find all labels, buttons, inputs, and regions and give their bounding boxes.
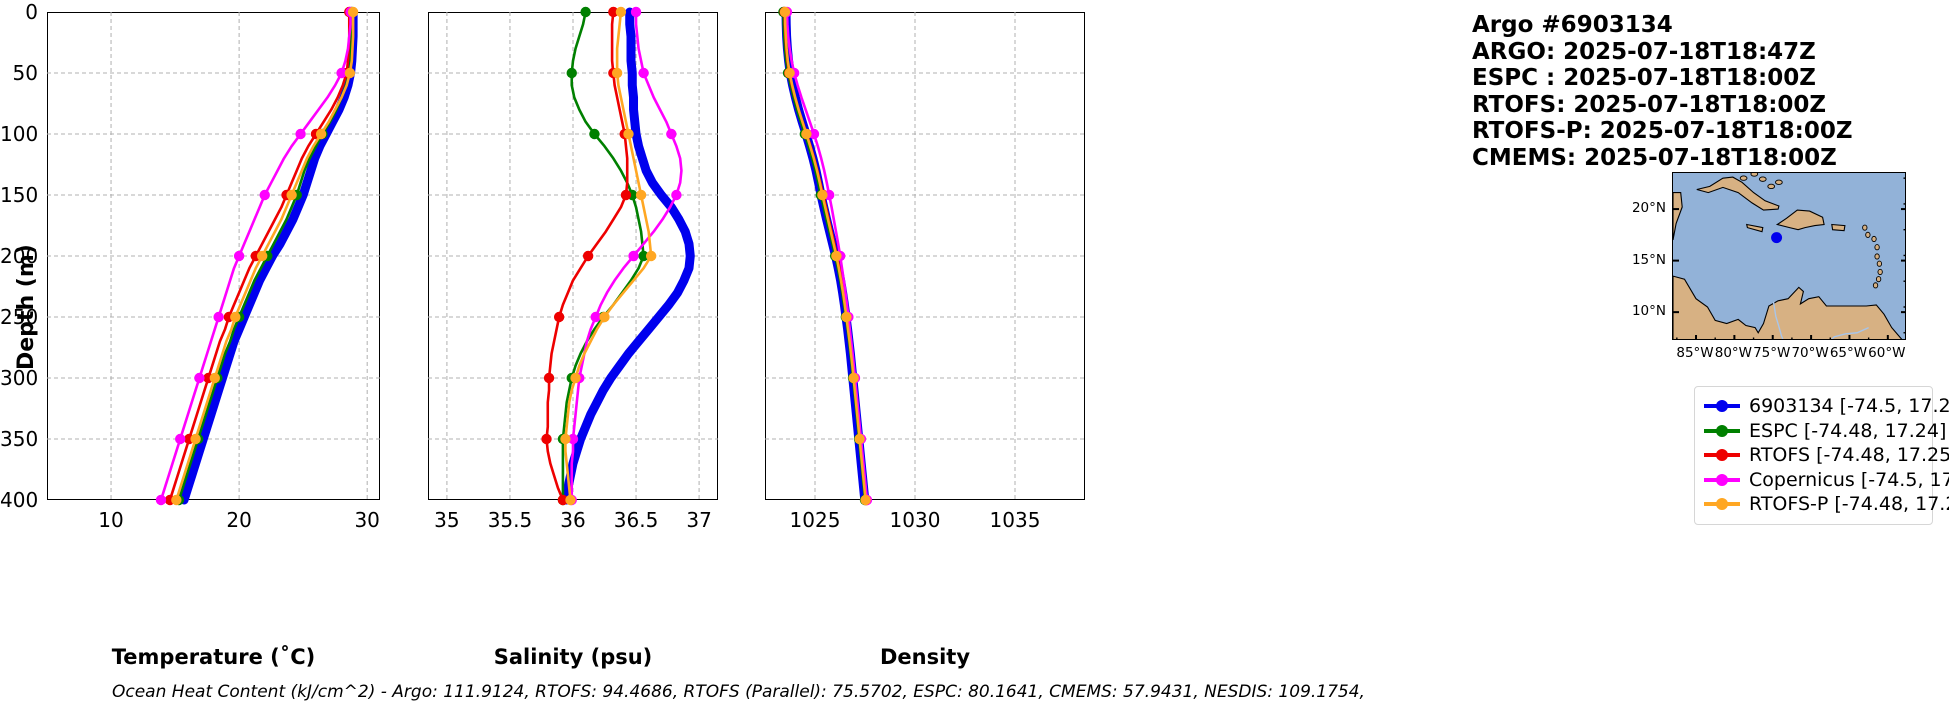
depth-tick-350: 350 bbox=[0, 427, 39, 451]
legend-item-argo[interactable]: 6903134 [-74.5, 17.23] bbox=[1704, 394, 1949, 419]
legend-label-espc: ESPC [-74.48, 17.24] bbox=[1749, 419, 1947, 442]
map-lon-tick-85°W: 85°W bbox=[1676, 345, 1714, 361]
depth-tick-300: 300 bbox=[0, 366, 39, 390]
legend-line-espc bbox=[1704, 424, 1740, 437]
salinity-tick-36p5: 36.5 bbox=[613, 508, 659, 532]
argo-header-line-3: RTOFS: 2025-07-18T18:00Z bbox=[1472, 91, 1827, 118]
legend-label-rtofs_p: RTOFS-P [-74.48, 17.25] bbox=[1749, 493, 1949, 516]
legend-item-rtofs[interactable]: RTOFS [-74.48, 17.25] bbox=[1704, 443, 1949, 468]
legend-item-rtofs_p[interactable]: RTOFS-P [-74.48, 17.25] bbox=[1704, 492, 1949, 517]
depth-tick-400: 400 bbox=[0, 488, 39, 512]
salinity-panel bbox=[428, 12, 718, 500]
argo-header-line-2: ESPC : 2025-07-18T18:00Z bbox=[1472, 65, 1816, 91]
location-map[interactable] bbox=[1672, 172, 1906, 340]
argo-header-line-0: Argo #6903134 bbox=[1472, 12, 1673, 38]
argo-header-line-5: CMEMS: 2025-07-18T18:00Z bbox=[1472, 144, 1837, 171]
map-lat-tick-20°N: 20°N bbox=[1631, 200, 1666, 217]
map-lon-tick-65°W: 65°W bbox=[1829, 345, 1868, 361]
depth-axis-label: Depth (m) bbox=[14, 244, 39, 370]
map-lon-tick-75°W: 75°W bbox=[1753, 345, 1791, 361]
depth-tick-200: 200 bbox=[0, 244, 39, 268]
density-tick-1030: 1030 bbox=[889, 508, 941, 532]
temperature-tick-10: 10 bbox=[98, 508, 124, 532]
legend-label-argo: 6903134 [-74.5, 17.23] bbox=[1749, 395, 1949, 418]
legend-line-copernicus bbox=[1704, 473, 1740, 486]
map-lon-tick-80°W: 80°W bbox=[1714, 345, 1753, 361]
series-legend: 6903134 [-74.5, 17.23] ESPC [-74.48, 17.2… bbox=[1694, 386, 1949, 525]
argo-header-line-1: ARGO: 2025-07-18T18:47Z bbox=[1472, 38, 1816, 65]
map-lon-tick-60°W: 60°W bbox=[1868, 345, 1906, 361]
density-tick-1035: 1035 bbox=[989, 508, 1041, 532]
map-lat-tick-15°N: 15°N bbox=[1631, 251, 1666, 268]
temperature-axis-label: Temperature (˚C) bbox=[111, 645, 316, 669]
depth-tick-100: 100 bbox=[0, 122, 39, 146]
salinity-axis-label: Salinity (psu) bbox=[493, 645, 653, 669]
salinity-tick-36: 36 bbox=[560, 508, 586, 532]
depth-tick-50: 50 bbox=[12, 61, 38, 85]
salinity-tick-35: 35 bbox=[434, 508, 460, 532]
temperature-tick-20: 20 bbox=[226, 508, 252, 532]
map-lon-tick-70°W: 70°W bbox=[1791, 345, 1829, 361]
depth-tick-0: 0 bbox=[25, 0, 38, 24]
legend-item-espc[interactable]: ESPC [-74.48, 17.24] bbox=[1704, 419, 1946, 444]
density-tick-1025: 1025 bbox=[789, 508, 841, 532]
legend-label-rtofs: RTOFS [-74.48, 17.25] bbox=[1749, 444, 1949, 467]
map-lat-tick-10°N: 10°N bbox=[1631, 303, 1666, 320]
temperature-panel bbox=[47, 12, 380, 500]
map-canvas bbox=[1673, 173, 1905, 339]
depth-tick-250: 250 bbox=[0, 305, 39, 329]
salinity-tick-37: 37 bbox=[686, 508, 712, 532]
density-panel bbox=[765, 12, 1085, 500]
legend-line-argo bbox=[1704, 400, 1740, 413]
salinity-tick-35p5: 35.5 bbox=[487, 508, 533, 532]
argo-header-line-4: RTOFS-P: 2025-07-18T18:00Z bbox=[1472, 118, 1853, 144]
legend-line-rtofs bbox=[1704, 449, 1740, 462]
density-axis-label: Density bbox=[879, 645, 971, 669]
legend-line-rtofs_p bbox=[1704, 498, 1740, 511]
ocean-heat-content-caption: Ocean Heat Content (kJ/cm^2) - Argo: 111… bbox=[112, 682, 1365, 702]
depth-tick-150: 150 bbox=[0, 183, 39, 207]
legend-item-copernicus[interactable]: Copernicus [-74.5, 17.25] bbox=[1704, 468, 1949, 493]
temperature-tick-30: 30 bbox=[354, 508, 380, 532]
legend-label-copernicus: Copernicus [-74.5, 17.25] bbox=[1749, 468, 1949, 491]
